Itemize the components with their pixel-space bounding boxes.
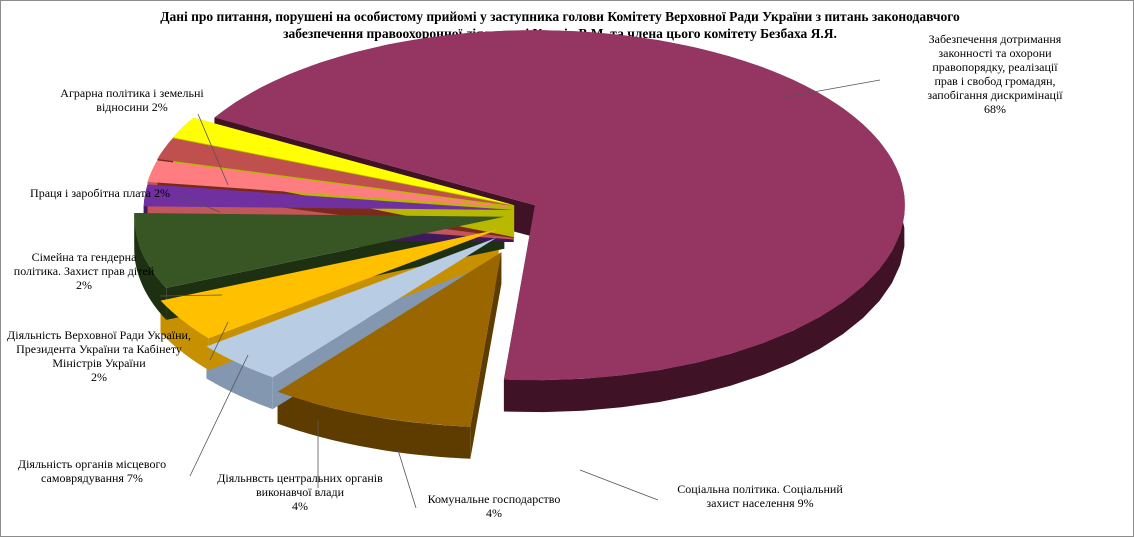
slice-1-wall-0 — [470, 252, 502, 459]
leader-line-6 — [159, 294, 223, 297]
pie-slice-1 — [277, 252, 502, 427]
slice-label-2: Комунальне господарство 4% — [428, 492, 561, 520]
slice-label-4-line-1: самоврядування 7% — [41, 471, 143, 485]
slice-label-1-line-1: захист населення 9% — [706, 496, 813, 510]
pie-slice-8 — [173, 117, 515, 206]
pie-slice-3 — [160, 229, 499, 339]
slice-label-0-line-4: запобігання дискримінації — [927, 88, 1063, 102]
slice-label-5: Діяльність Верховної Ради України, Презид… — [7, 328, 191, 384]
slice-label-0-line-3: прав і свобод громадян, — [934, 74, 1055, 88]
pie-tops — [134, 30, 905, 427]
slice-label-8-line-1: відносини 2% — [96, 100, 167, 114]
slice-label-4-line-0: Діяльність органів місцевого — [18, 457, 166, 471]
leader-line-5 — [209, 321, 229, 361]
leader-line-0 — [779, 79, 881, 99]
slice-label-7-line-0: Праця і заробітна плата 2% — [30, 186, 170, 200]
pie-slice-5 — [143, 184, 514, 210]
slice-label-1-line-0: Соціальна політика. Соціальний — [677, 482, 843, 496]
pie-slice-4 — [134, 213, 505, 288]
slice-label-8-line-0: Аграрна політика і земельні — [60, 86, 204, 100]
slice-4-side — [134, 213, 167, 320]
slice-label-0-line-5: 68% — [984, 102, 1006, 116]
slice-label-0-line-0: Забезпечення дотримання — [929, 32, 1062, 46]
slice-label-4: Діяльність органів місцевого самоврядуван… — [18, 457, 166, 485]
leader-line-4 — [189, 354, 249, 477]
leader-lines — [159, 79, 881, 509]
leader-line-2 — [397, 449, 417, 509]
slice-label-0-line-1: законності та охорони — [938, 46, 1052, 60]
slice-label-7: Праця і заробітна плата 2% — [30, 186, 170, 200]
slice-label-5-line-2: Міністрів України — [52, 356, 146, 370]
slice-label-1: Соціальна політика. Соціальний захист нас… — [677, 482, 843, 510]
pie-slice-6 — [147, 160, 514, 208]
slice-label-2-line-1: 4% — [486, 506, 502, 520]
slice-label-0-line-2: правопорядку, реалізації — [932, 60, 1058, 74]
slice-label-3-line-0: Діяльнвсть центральних органів — [217, 471, 383, 485]
leader-line-1 — [579, 469, 659, 501]
slice-label-6-line-1: політика. Захист прав дітей — [14, 264, 155, 278]
pie-slice-0 — [214, 30, 905, 381]
slice-label-2-line-0: Комунальне господарство — [428, 492, 561, 506]
pie-slice-7 — [157, 138, 514, 207]
slice-label-0: Забезпечення дотримання законності та охо… — [927, 32, 1063, 116]
slice-label-6: Сімейна та гендерна політика. Захист прав… — [14, 250, 155, 292]
slice-label-5-line-0: Діяльність Верховної Ради України, — [7, 328, 191, 342]
slice-labels: Забезпечення дотримання законності та охо… — [7, 32, 1063, 520]
slice-label-6-line-2: 2% — [76, 278, 92, 292]
pie-slice-2 — [206, 237, 497, 378]
slice-label-5-line-1: Президента України та Кабінету — [16, 342, 182, 356]
slice-label-8: Аграрна політика і земельні відносини 2% — [60, 86, 204, 114]
slice-label-5-line-3: 2% — [91, 370, 107, 384]
slice-label-3-line-2: 4% — [292, 499, 308, 513]
slice-label-6-line-0: Сімейна та гендерна — [32, 250, 138, 264]
slice-1-side — [277, 391, 471, 459]
slice-label-3-line-1: виконавчої влади — [256, 485, 345, 499]
slice-label-3: Діяльнвсть центральних органів виконавчої… — [217, 471, 383, 513]
leader-line-8 — [197, 113, 229, 186]
chart-title-line-1: Дані про питання, порушені на особистому… — [160, 9, 960, 24]
leader-line-7 — [179, 195, 221, 213]
